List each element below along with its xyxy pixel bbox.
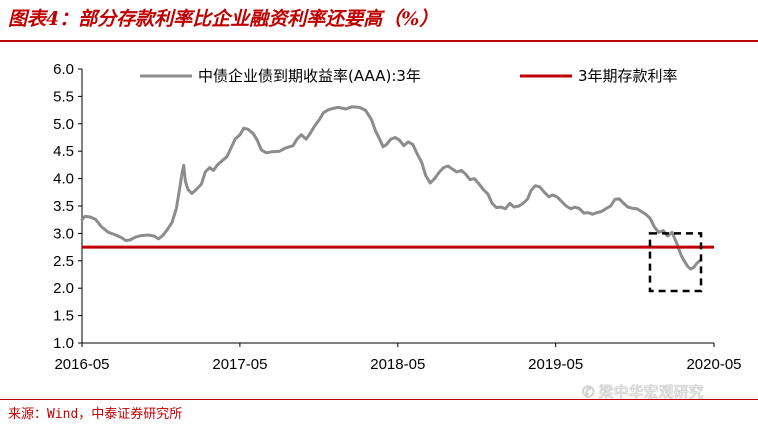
y-tick-label: 4.0	[53, 171, 74, 188]
source-note: 来源：Wind，中泰证券研究所	[8, 407, 183, 422]
watermark: ✆ 梁中华宏观研究	[582, 381, 704, 402]
wechat-icon: ✆	[582, 382, 595, 401]
legend-label: 3年期存款利率	[578, 67, 678, 85]
y-tick-label: 4.5	[53, 143, 74, 160]
y-tick-label: 3.5	[53, 198, 74, 215]
x-tick-label: 2017-05	[212, 356, 267, 373]
chart-title: 图表4：部分存款利率比企业融资利率还要高（%）	[8, 8, 439, 30]
x-tick-label: 2019-05	[528, 356, 583, 373]
annotation-layer	[648, 232, 703, 293]
line-chart: 1.0 1.5 2.0 2.5 3.0 3.5 4.0 4.5 5.0 5.5 6.0 2016-0…	[53, 61, 742, 373]
y-tick-label: 6.0	[53, 61, 74, 78]
y-tick-label: 5.5	[53, 88, 74, 105]
y-tick-label: 2.0	[53, 280, 74, 297]
footer-rule	[0, 399, 758, 400]
y-tick-label: 1.0	[53, 335, 74, 352]
x-tick-label: 2020-05	[686, 356, 741, 373]
y-tick-label: 3.0	[53, 225, 74, 242]
series-layer	[80, 105, 714, 271]
y-tick-label: 5.0	[53, 116, 74, 133]
legend-label: 中债企业债到期收益率(AAA):3年	[198, 67, 421, 85]
highlight-dashed-box	[648, 232, 703, 293]
watermark-text: 梁中华宏观研究	[598, 383, 704, 401]
y-axis-ticks: 1.0 1.5 2.0 2.5 3.0 3.5 4.0 4.5 5.0 5.5 6.0	[53, 61, 82, 352]
y-tick-label: 1.5	[53, 308, 74, 325]
x-tick-label: 2018-05	[370, 356, 425, 373]
title-rule	[0, 40, 758, 42]
y-tick-label: 2.5	[53, 253, 74, 270]
x-axis-ticks: 2016-05 2017-05 2018-05 2019-05 2020-05	[54, 343, 742, 373]
legend: 中债企业债到期收益率(AAA):3年 3年期存款利率	[140, 67, 678, 85]
series-corporate-yield-line	[80, 105, 702, 271]
x-tick-label: 2016-05	[54, 356, 109, 373]
